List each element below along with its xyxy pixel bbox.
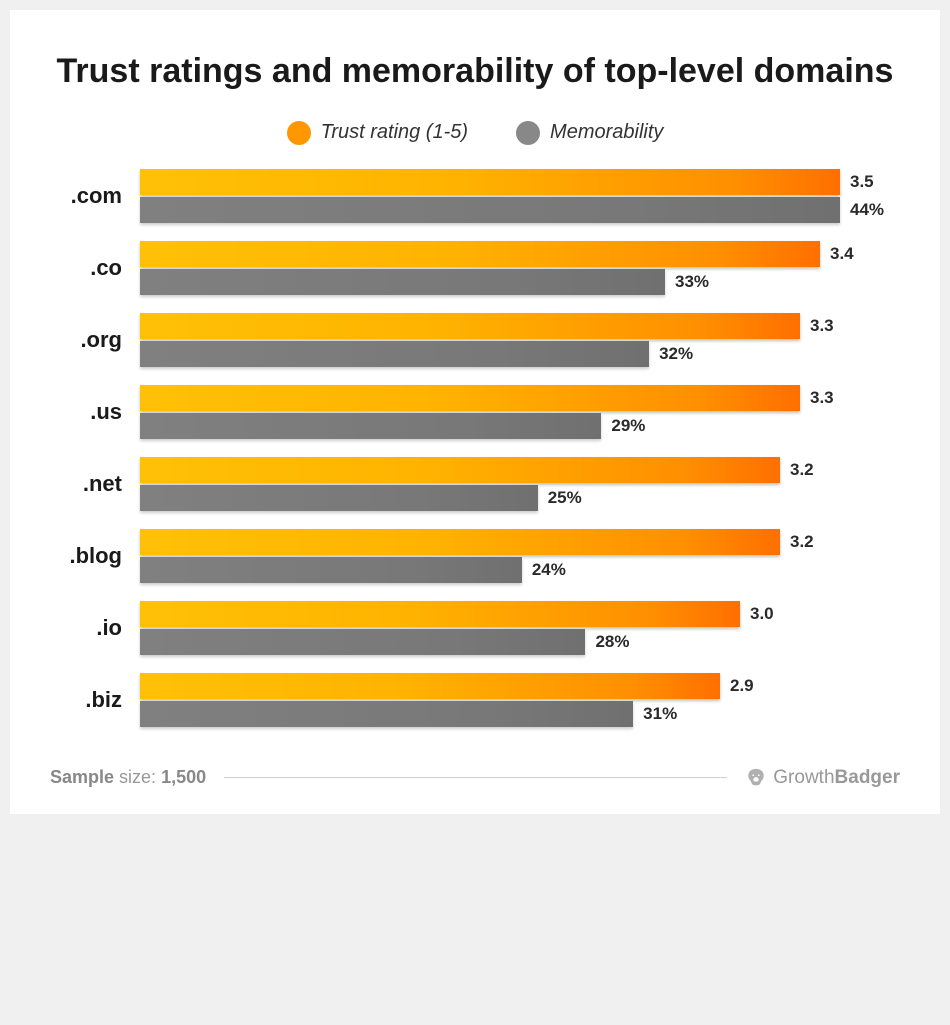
trust-bar-wrap: 3.4 — [140, 241, 900, 267]
bar-group: 2.9 31% — [140, 673, 900, 727]
domain-label: .co — [50, 255, 122, 281]
memo-bar — [140, 197, 840, 223]
domain-row: .net 3.2 25% — [50, 457, 900, 511]
memo-bar — [140, 557, 522, 583]
trust-value: 3.2 — [790, 460, 814, 480]
trust-value: 3.0 — [750, 604, 774, 624]
bar-group: 3.3 29% — [140, 385, 900, 439]
legend-item-memo: Memorability — [516, 121, 663, 145]
legend-swatch-trust — [287, 121, 311, 145]
memo-bar-wrap: 24% — [140, 557, 900, 583]
sample-size-text: Sample size: 1,500 — [50, 767, 206, 788]
legend-swatch-memo — [516, 121, 540, 145]
trust-value: 3.3 — [810, 316, 834, 336]
trust-bar-wrap: 3.2 — [140, 529, 900, 555]
bar-group: 3.4 33% — [140, 241, 900, 295]
trust-bar-wrap: 3.2 — [140, 457, 900, 483]
trust-bar — [140, 241, 820, 267]
chart-title: Trust ratings and memorability of top-le… — [50, 50, 900, 93]
memo-bar-wrap: 25% — [140, 485, 900, 511]
memo-value: 44% — [850, 200, 884, 220]
trust-bar — [140, 457, 780, 483]
domain-row: .org 3.3 32% — [50, 313, 900, 367]
footer: Sample size: 1,500 GrowthBadger — [50, 767, 900, 789]
trust-bar-wrap: 3.3 — [140, 385, 900, 411]
memo-bar — [140, 341, 649, 367]
legend-label-trust: Trust rating (1-5) — [321, 121, 468, 144]
memo-bar-wrap: 33% — [140, 269, 900, 295]
memo-bar-wrap: 31% — [140, 701, 900, 727]
memo-bar — [140, 413, 601, 439]
domain-label: .net — [50, 471, 122, 497]
bar-group: 3.2 24% — [140, 529, 900, 583]
memo-bar-wrap: 28% — [140, 629, 900, 655]
memo-value: 29% — [611, 416, 645, 436]
legend-label-memo: Memorability — [550, 121, 663, 144]
memo-bar-wrap: 32% — [140, 341, 900, 367]
memo-bar-wrap: 44% — [140, 197, 900, 223]
memo-value: 28% — [595, 632, 629, 652]
trust-bar — [140, 313, 800, 339]
memo-bar — [140, 701, 633, 727]
domain-row: .us 3.3 29% — [50, 385, 900, 439]
domain-label: .io — [50, 615, 122, 641]
chart-container: Trust ratings and memorability of top-le… — [10, 10, 940, 814]
memo-value: 33% — [675, 272, 709, 292]
legend-item-trust: Trust rating (1-5) — [287, 121, 468, 145]
trust-bar — [140, 529, 780, 555]
trust-bar-wrap: 3.3 — [140, 313, 900, 339]
trust-bar — [140, 169, 840, 195]
memo-value: 31% — [643, 704, 677, 724]
memo-value: 25% — [548, 488, 582, 508]
bar-group: 3.3 32% — [140, 313, 900, 367]
memo-bar — [140, 269, 665, 295]
domain-row: .blog 3.2 24% — [50, 529, 900, 583]
domain-row: .biz 2.9 31% — [50, 673, 900, 727]
chart-rows: .com3.544%.co3.433%.org3.332%.us3.329%.n… — [50, 169, 900, 727]
memo-bar — [140, 485, 538, 511]
domain-label: .blog — [50, 543, 122, 569]
bar-group: 3.2 25% — [140, 457, 900, 511]
trust-value: 2.9 — [730, 676, 754, 696]
memo-value: 24% — [532, 560, 566, 580]
trust-value: 3.5 — [850, 172, 874, 192]
footer-divider — [224, 777, 727, 778]
domain-label: .us — [50, 399, 122, 425]
domain-row: .com3.544% — [50, 169, 900, 223]
bar-group: 3.544% — [140, 169, 900, 223]
trust-bar-wrap: 3.5 — [140, 169, 900, 195]
memo-bar — [140, 629, 585, 655]
legend: Trust rating (1-5) Memorability — [50, 121, 900, 145]
brand-logo: GrowthBadger — [745, 767, 900, 789]
trust-value: 3.4 — [830, 244, 854, 264]
memo-value: 32% — [659, 344, 693, 364]
trust-bar-wrap: 3.0 — [140, 601, 900, 627]
domain-label: .org — [50, 327, 122, 353]
trust-bar — [140, 601, 740, 627]
domain-label: .biz — [50, 687, 122, 713]
trust-bar — [140, 673, 720, 699]
badger-icon — [745, 767, 767, 789]
domain-row: .co 3.4 33% — [50, 241, 900, 295]
domain-row: .io 3.0 28% — [50, 601, 900, 655]
trust-bar-wrap: 2.9 — [140, 673, 900, 699]
memo-bar-wrap: 29% — [140, 413, 900, 439]
domain-label: .com — [50, 183, 122, 209]
trust-value: 3.2 — [790, 532, 814, 552]
bar-group: 3.0 28% — [140, 601, 900, 655]
trust-value: 3.3 — [810, 388, 834, 408]
trust-bar — [140, 385, 800, 411]
